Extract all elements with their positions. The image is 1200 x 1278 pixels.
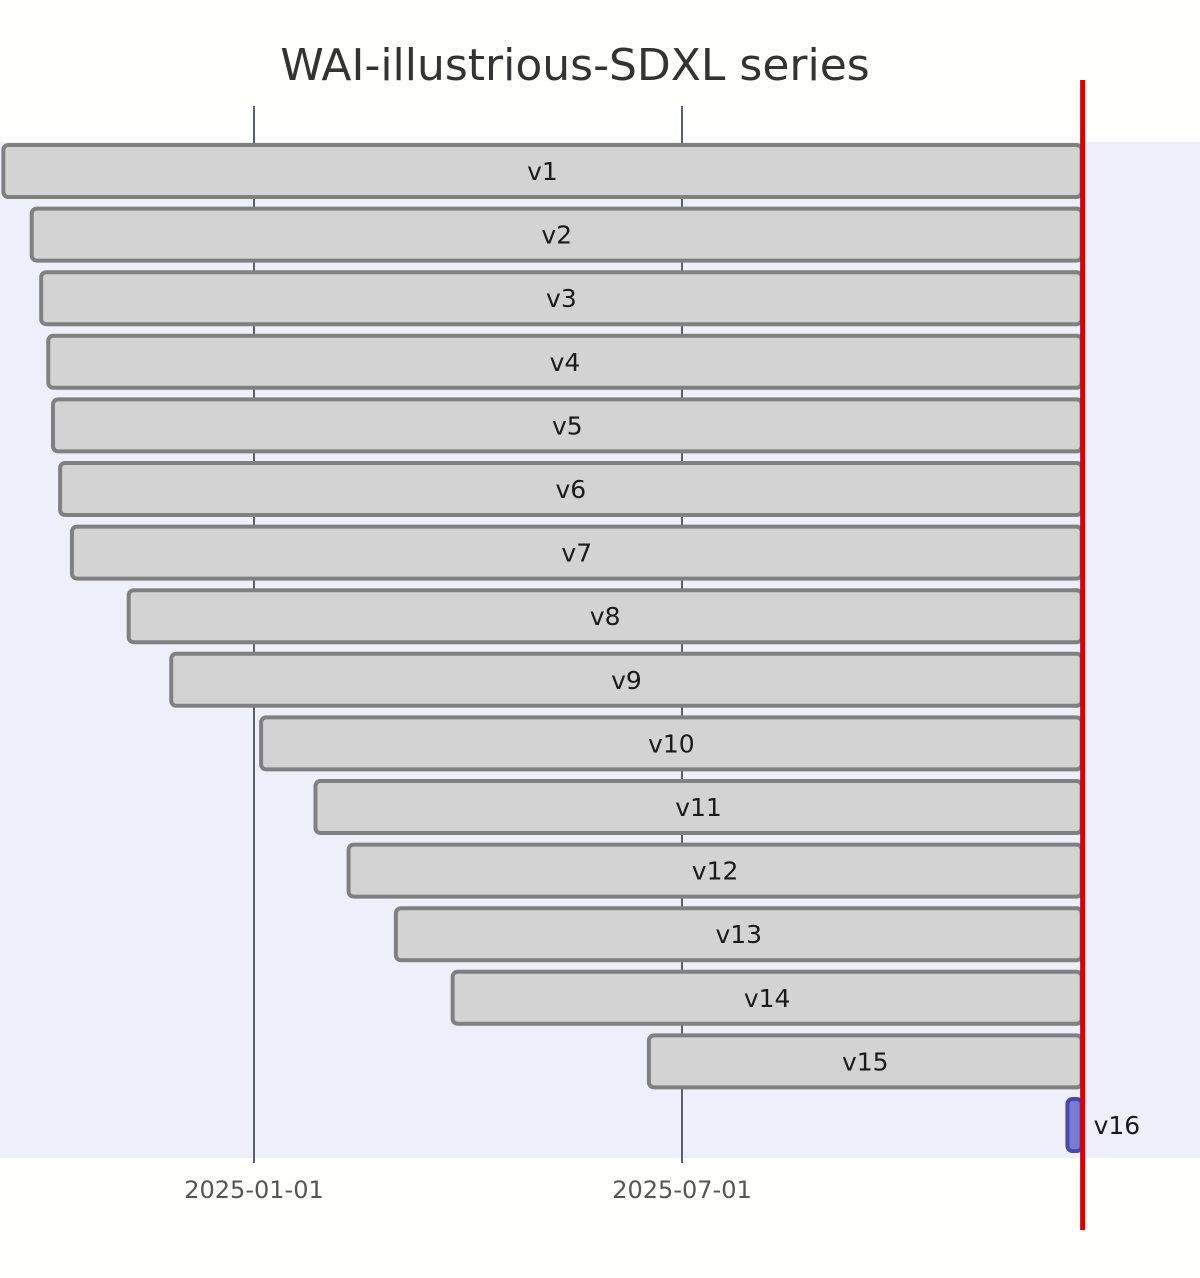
task-label: v10: [648, 729, 695, 758]
task-bar-v13: v13: [393, 906, 1084, 963]
task-label: v7: [561, 539, 592, 568]
task-bar-v9: v9: [169, 651, 1084, 708]
chart-title: WAI-illustrious-SDXL series: [280, 40, 869, 91]
task-label: v15: [842, 1047, 889, 1076]
task-label: v9: [611, 666, 642, 695]
task-bar-v8: v8: [126, 588, 1084, 645]
task-bar-v6: v6: [58, 461, 1084, 517]
task-label: v12: [692, 857, 739, 886]
task-bars: v1 v2 v3 v4 v5 v6 v7 v8 v9 v10 v11 v12 v13 v14 v15 v16: [1, 143, 1141, 1153]
task-label: v1: [527, 157, 558, 186]
task-label: v2: [541, 221, 572, 250]
task-label: v4: [550, 348, 581, 377]
task-bar-v5: v5: [51, 397, 1084, 454]
task-label: v16: [1094, 1111, 1141, 1140]
task-bar-v10: v10: [259, 715, 1084, 772]
task-bar-v2: v2: [29, 206, 1084, 263]
task-bar-v4: v4: [46, 333, 1084, 390]
x-axis-tick-labels: 2025-01-01 2025-07-01: [184, 1176, 751, 1204]
task-bar-v1: v1: [1, 143, 1084, 199]
task-label: v14: [744, 984, 791, 1013]
task-label: v8: [590, 602, 621, 631]
task-bar-v12: v12: [346, 842, 1084, 899]
task-label: v5: [552, 411, 583, 440]
task-bar-rect: [1065, 1097, 1084, 1153]
task-bar-v3: v3: [39, 270, 1084, 327]
task-label: v6: [556, 475, 587, 504]
x-tick-label: 2025-01-01: [184, 1176, 323, 1204]
task-bar-v14: v14: [450, 969, 1084, 1026]
task-label: v13: [715, 920, 762, 949]
task-bar-v15: v15: [646, 1033, 1084, 1090]
x-tick-label: 2025-07-01: [612, 1176, 751, 1204]
task-bar-v7: v7: [69, 524, 1084, 581]
task-label: v3: [546, 284, 577, 313]
task-label: v11: [675, 793, 722, 822]
task-bar-v11: v11: [313, 779, 1084, 835]
